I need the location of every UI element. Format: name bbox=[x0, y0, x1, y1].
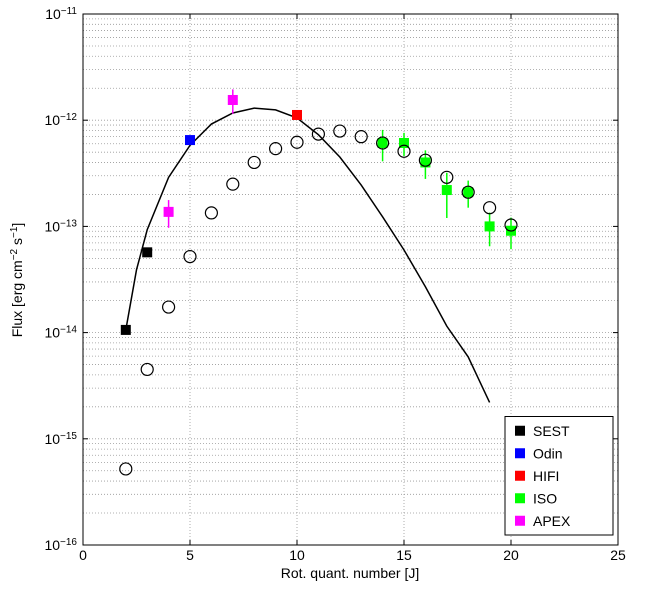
x-axis-label: Rot. quant. number [J] bbox=[281, 565, 420, 581]
legend-label: Odin bbox=[533, 445, 563, 461]
data-point bbox=[504, 218, 518, 232]
legend: SEST Odin HIFI ISO APEX bbox=[504, 416, 614, 536]
legend-swatch bbox=[515, 448, 525, 459]
data-point bbox=[185, 135, 195, 146]
x-tick-label: 25 bbox=[610, 547, 626, 563]
plot-area bbox=[119, 89, 518, 476]
data-point bbox=[292, 109, 302, 120]
model-curve bbox=[125, 107, 491, 403]
data-point bbox=[377, 137, 388, 148]
data-point bbox=[397, 144, 411, 158]
data-point bbox=[420, 157, 431, 168]
legend-swatch bbox=[515, 493, 525, 504]
data-point bbox=[227, 94, 238, 105]
data-point bbox=[140, 362, 154, 377]
data-point bbox=[440, 170, 454, 184]
x-tick-label: 10 bbox=[289, 547, 305, 563]
y-tick-label: 10−15 bbox=[44, 430, 77, 447]
data-point bbox=[290, 135, 304, 149]
legend-label: SEST bbox=[533, 423, 570, 439]
data-point bbox=[183, 249, 197, 264]
grid bbox=[82, 13, 619, 546]
data-point bbox=[376, 136, 390, 150]
x-tick-label: 0 bbox=[79, 547, 87, 563]
y-axis-label: Flux [erg cm−2 s−1] bbox=[9, 223, 26, 338]
data-point bbox=[269, 142, 283, 156]
data-point bbox=[120, 324, 131, 335]
data-point bbox=[484, 221, 495, 232]
data-point bbox=[399, 137, 409, 148]
legend-swatch bbox=[515, 470, 525, 481]
data-point bbox=[204, 206, 218, 220]
data-point bbox=[483, 201, 497, 215]
legend-label: ISO bbox=[533, 490, 557, 506]
y-tick-label: 10−13 bbox=[44, 218, 77, 235]
data-point bbox=[163, 206, 174, 217]
legend-swatch bbox=[515, 425, 525, 436]
x-tick-label: 20 bbox=[503, 547, 519, 563]
data-point bbox=[247, 155, 261, 170]
data-point bbox=[461, 185, 475, 199]
legend-label: APEX bbox=[533, 513, 571, 529]
data-point bbox=[354, 130, 368, 144]
data-point bbox=[463, 187, 474, 198]
data-point bbox=[119, 462, 133, 476]
data-point bbox=[333, 124, 347, 138]
legend-label: HIFI bbox=[533, 468, 559, 484]
data-point bbox=[418, 153, 432, 167]
y-tick-label: 10−12 bbox=[44, 112, 77, 129]
y-tick-label: 10−11 bbox=[45, 6, 77, 23]
data-point bbox=[226, 177, 240, 191]
y-tick-label: 10−16 bbox=[44, 537, 77, 554]
y-tick-label: 10−14 bbox=[44, 324, 77, 341]
x-tick-label: 5 bbox=[186, 547, 194, 563]
axes-frame bbox=[82, 13, 619, 546]
legend-swatch bbox=[515, 515, 525, 526]
data-point bbox=[162, 300, 176, 314]
x-tick-label: 15 bbox=[396, 547, 412, 563]
data-point bbox=[311, 127, 325, 141]
data-point bbox=[142, 247, 153, 258]
data-point bbox=[441, 185, 452, 196]
